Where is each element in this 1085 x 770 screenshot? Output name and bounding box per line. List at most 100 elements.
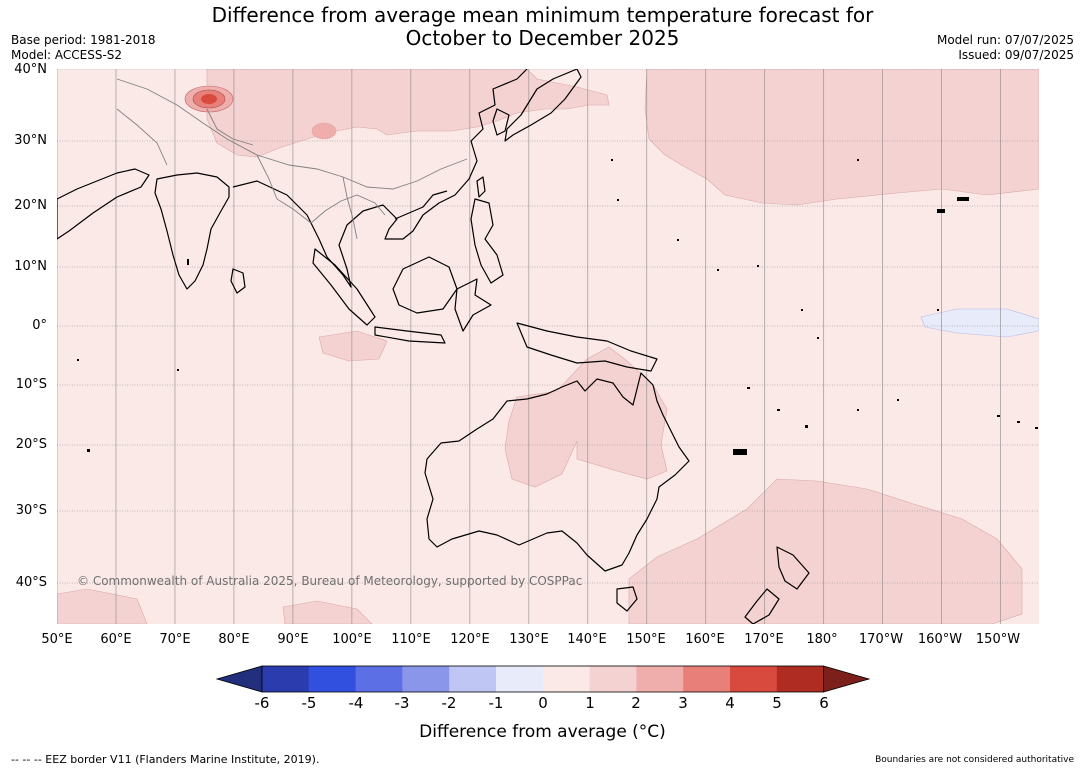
colorbar-tick-1: 1 (585, 694, 595, 712)
warm-anomaly-regions (57, 69, 1039, 624)
coast-taiwan (476, 176, 486, 198)
colorbar-segment (589, 666, 637, 692)
boundaries-disclaimer: Boundaries are not considered authoritat… (875, 755, 1074, 765)
lon-label-80e: 80°E (218, 632, 250, 647)
issued-date: Issued: 09/07/2025 (958, 48, 1074, 62)
lat-label-20n: 20°N (14, 198, 47, 213)
copyright-notice: © Commonwealth of Australia 2025, Bureau… (77, 574, 583, 588)
coast-arabia-africa (57, 168, 150, 240)
coastlines (57, 69, 810, 624)
colorbar (216, 665, 870, 693)
cool-anomaly-equatorial-pacific (920, 308, 1039, 338)
coast-java (374, 326, 446, 344)
colorbar-segment (355, 666, 403, 692)
lat-label-20s: 20°S (15, 437, 47, 452)
anomaly-patch-south-pacific (628, 478, 1023, 624)
lon-label-140e: 140°E (567, 632, 607, 647)
lon-label-160w: 160°W (917, 632, 963, 647)
map-area (57, 69, 1039, 624)
country-borders (116, 78, 468, 240)
colorbar-arrow-low (216, 665, 263, 693)
lon-label-160e: 160°E (685, 632, 725, 647)
lon-label-150e: 150°E (626, 632, 666, 647)
colorbar-segment (262, 666, 310, 692)
model-run: Model run: 07/07/2025 (936, 33, 1074, 47)
colorbar-segment (542, 666, 591, 692)
colorbar-arrow-high (823, 665, 870, 693)
lat-label-30n: 30°N (14, 133, 47, 148)
chart-title: Difference from average mean minimum tem… (0, 4, 1085, 50)
coast-sulawesi (454, 278, 492, 332)
anomaly-patch-southwest (57, 588, 148, 624)
anomaly-patch-south-indian (282, 600, 373, 624)
anomaly-patch-australia-tropics (504, 346, 668, 488)
colorbar-segment (776, 666, 825, 692)
colorbar-segment (683, 666, 731, 692)
meta-right: Model run: 07/07/2025 Issued: 09/07/2025 (937, 33, 1074, 63)
eez-legend: -- -- -- EEZ border V11 (Flanders Marine… (11, 753, 320, 766)
lon-label-100e: 100°E (332, 632, 372, 647)
colorbar-segment (308, 666, 357, 692)
forecast-map (57, 69, 1039, 624)
lon-label-60e: 60°E (100, 632, 132, 647)
coast-east-china (394, 190, 448, 220)
gridlines (57, 69, 1039, 624)
coast-new-guinea (516, 322, 658, 372)
lon-label-170w: 170°W (858, 632, 904, 647)
lon-label-50e: 50°E (41, 632, 73, 647)
colorbar-tick-minus2: -2 (441, 694, 457, 712)
coast-sri-lanka (230, 268, 246, 294)
colorbar-tick-5: 5 (772, 694, 782, 712)
colorbar-tick-0: 0 (538, 694, 548, 712)
title-line-2: October to December 2025 (405, 26, 680, 50)
coast-new-zealand (744, 546, 810, 624)
colorbar-segment (449, 666, 497, 692)
colorbar-tick-minus5: -5 (301, 694, 317, 712)
coast-borneo (392, 256, 458, 314)
lat-label-40s: 40°S (15, 575, 47, 590)
lat-label-10s: 10°S (15, 377, 47, 392)
colorbar-tick-6: 6 (819, 694, 829, 712)
colorbar-segment (402, 666, 450, 692)
colorbar-label: Difference from average (°C) (419, 722, 666, 742)
anomaly-spot-north-of-malaysia (311, 122, 337, 140)
base-period: Base period: 1981-2018 (11, 33, 156, 47)
anomaly-patch-central-asia (206, 69, 610, 158)
coast-japan (504, 69, 582, 142)
coast-philippines (470, 198, 504, 284)
lat-label-equator: 0° (32, 318, 47, 333)
colorbar-tick-minus4: -4 (348, 694, 364, 712)
coast-korea (492, 108, 510, 136)
colorbar-outline (261, 665, 824, 693)
colorbar-segment (730, 666, 778, 692)
lon-label-120e: 120°E (450, 632, 490, 647)
colorbar-segment (636, 666, 684, 692)
model-name: Model: ACCESS-S2 (11, 48, 123, 62)
colorbar-tick-2: 2 (631, 694, 641, 712)
colorbar-tick-minus1: -1 (488, 694, 504, 712)
lon-label-180: 180° (806, 632, 838, 647)
coast-india (154, 172, 230, 290)
colorbar-tick-4: 4 (725, 694, 735, 712)
lat-label-10n: 10°N (14, 259, 47, 274)
pacific-islands (77, 159, 1038, 455)
coast-tasmania (616, 586, 638, 612)
lon-label-70e: 70°E (159, 632, 191, 647)
lon-label-170e: 170°E (744, 632, 784, 647)
lon-label-130e: 130°E (509, 632, 549, 647)
lat-label-30s: 30°S (15, 503, 47, 518)
lon-label-90e: 90°E (277, 632, 309, 647)
hot-spot-himalaya (184, 85, 234, 113)
lon-label-150w: 150°W (975, 632, 1021, 647)
lon-label-110e: 110°E (391, 632, 431, 647)
coast-southeast-asia (232, 69, 528, 288)
colorbar-tick-3: 3 (678, 694, 688, 712)
colorbar-tick-minus3: -3 (394, 694, 410, 712)
anomaly-patch-north-pacific (644, 69, 1039, 206)
meta-left: Base period: 1981-2018 Model: ACCESS-S2 (11, 33, 156, 63)
lat-label-40n: 40°N (14, 62, 47, 77)
anomaly-patch-timor (318, 330, 388, 362)
coast-sumatra (312, 248, 376, 326)
colorbar-tick-minus6: -6 (254, 694, 270, 712)
title-line-1: Difference from average mean minimum tem… (211, 3, 874, 27)
